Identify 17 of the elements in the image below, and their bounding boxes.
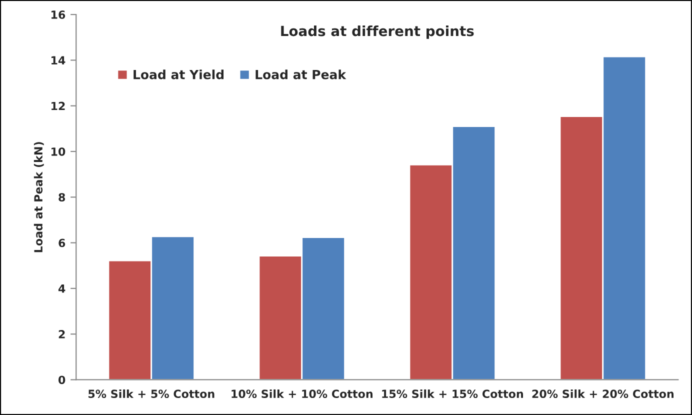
legend-label: Load at Peak: [256, 70, 346, 80]
y-tick-label: 8: [58, 193, 66, 202]
y-axis-title: Load at Peak (kN): [34, 142, 44, 252]
x-tick-label: 5% Silk + 5% Cotton: [88, 389, 214, 398]
x-tick-label: 20% Silk + 20% Cotton: [532, 389, 674, 398]
y-tick-label: 6: [58, 238, 66, 248]
x-tick-label: 15% Silk + 15% Cotton: [382, 389, 523, 398]
y-tick-label: 16: [51, 10, 66, 19]
legend-label: Load at Yield: [134, 70, 224, 80]
y-tick-label: 0: [58, 376, 66, 384]
x-tick-label: 10% Silk + 10% Cotton: [232, 389, 372, 398]
text: Loads at different points: [281, 25, 474, 39]
y-tick-label: 10: [51, 147, 66, 156]
y-tick-label: 2: [58, 330, 65, 338]
y-tick-label: 12: [51, 102, 65, 110]
y-tick-label: 4: [58, 284, 66, 293]
y-tick-label: 14: [51, 56, 66, 64]
